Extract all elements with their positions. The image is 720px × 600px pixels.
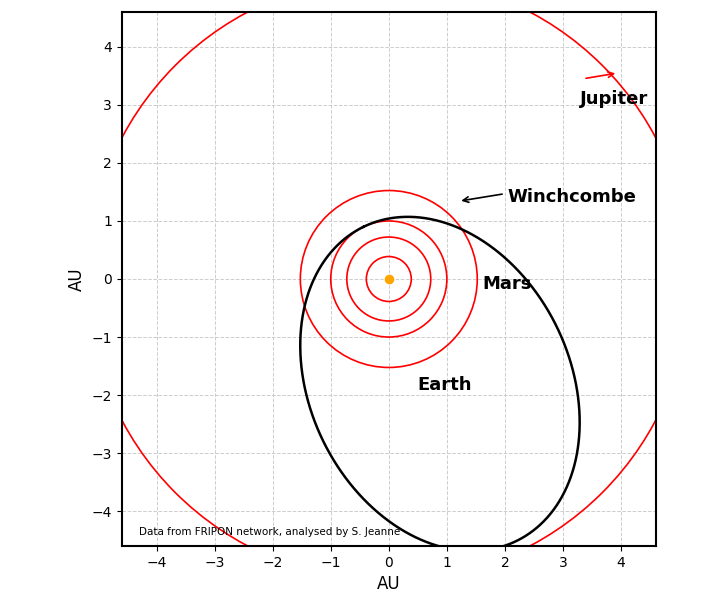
- Y-axis label: AU: AU: [68, 267, 86, 291]
- X-axis label: AU: AU: [377, 575, 400, 593]
- Text: Winchcombe: Winchcombe: [508, 188, 636, 206]
- Text: Data from FRIPON network, analysed by S. Jeanne: Data from FRIPON network, analysed by S.…: [139, 527, 400, 537]
- Text: Earth: Earth: [418, 376, 472, 394]
- Text: Jupiter: Jupiter: [580, 90, 649, 108]
- Text: Mars: Mars: [483, 275, 532, 293]
- Point: [383, 274, 395, 284]
